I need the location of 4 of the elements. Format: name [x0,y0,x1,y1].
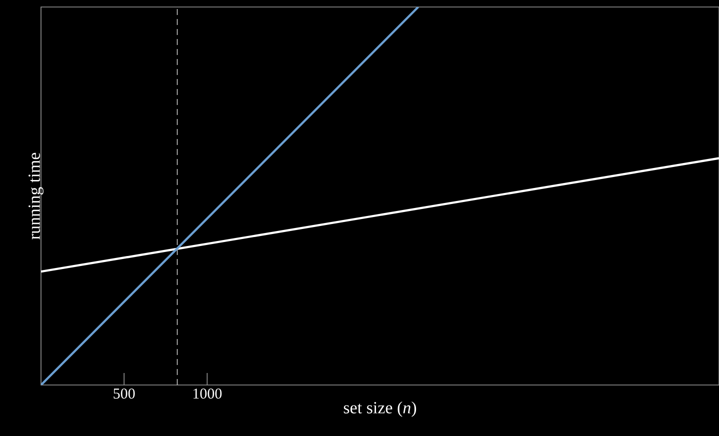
x-tick-label: 1000 [193,388,222,399]
y-axis-title: running time [28,152,44,240]
x-axis-title: set size (n) [344,401,416,417]
x-tick-label: 500 [114,388,135,399]
